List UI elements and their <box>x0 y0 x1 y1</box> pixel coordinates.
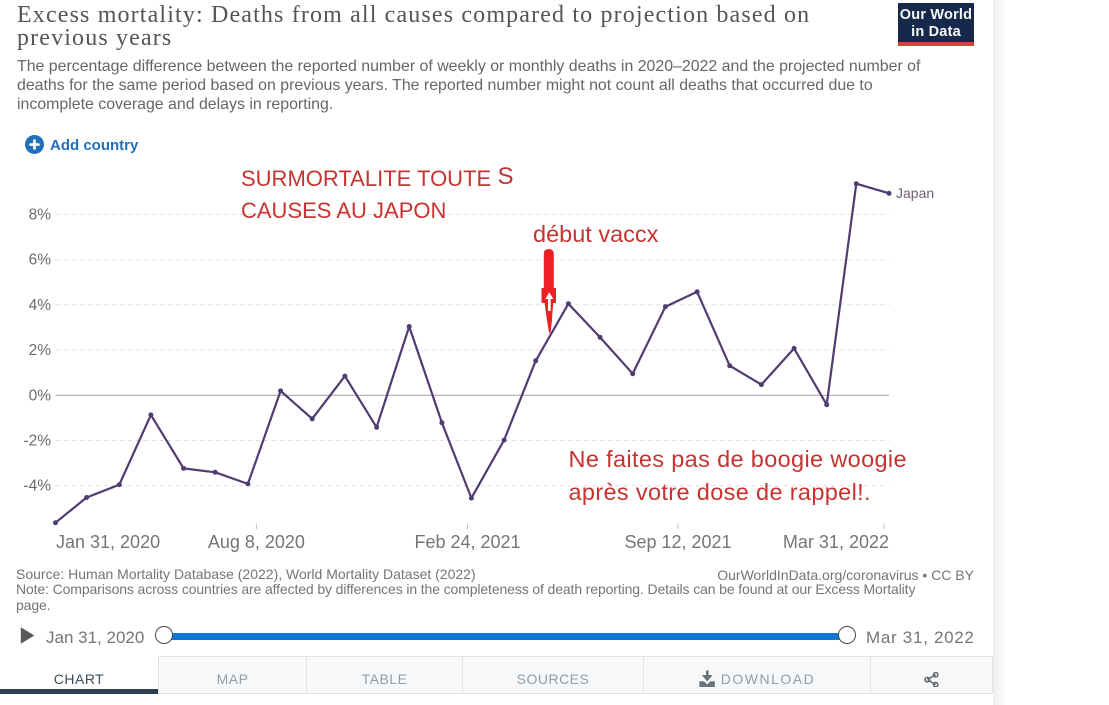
svg-text:2%: 2% <box>29 342 52 359</box>
svg-text:4%: 4% <box>29 297 52 314</box>
svg-text:Jan 31, 2020: Jan 31, 2020 <box>56 532 160 552</box>
svg-text:-4%: -4% <box>23 478 51 495</box>
svg-text:Feb 24, 2021: Feb 24, 2021 <box>414 532 520 552</box>
svg-text:Mar 31, 2022: Mar 31, 2022 <box>783 532 889 552</box>
svg-text:6%: 6% <box>29 252 52 269</box>
svg-text:8%: 8% <box>29 207 52 224</box>
svg-text:Aug 8, 2020: Aug 8, 2020 <box>208 532 305 552</box>
svg-text:Japan: Japan <box>896 185 934 201</box>
svg-text:0%: 0% <box>29 387 52 404</box>
svg-text:-2%: -2% <box>23 433 51 450</box>
svg-text:Sep 12, 2021: Sep 12, 2021 <box>624 532 731 552</box>
